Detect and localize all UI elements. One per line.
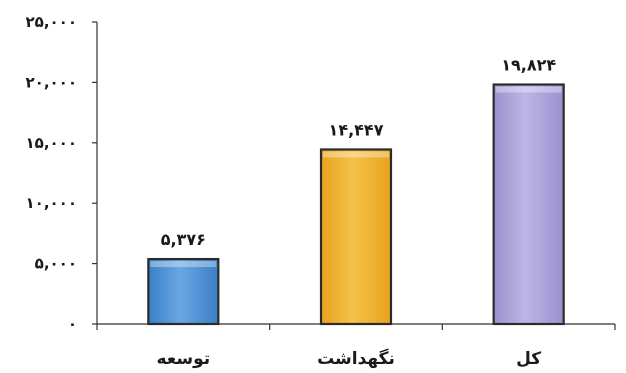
bar-highlight [150, 261, 217, 268]
y-tick-label: ۲۵,۰۰۰ [26, 13, 77, 31]
bar-value-label: ۵,۳۷۶ [161, 230, 206, 249]
category-label: کل [516, 349, 541, 369]
chart-bars [147, 83, 565, 326]
bar-value-label: ۱۹,۸۲۴ [501, 56, 556, 75]
bar-1 [147, 257, 220, 326]
y-axis-ticks: ۰ ۵,۰۰۰ ۱۰,۰۰۰ ۱۵,۰۰۰ ۲۰,۰۰۰ ۲۵,۰۰۰ [26, 13, 616, 333]
y-tick-label: ۵,۰۰۰ [35, 255, 77, 273]
bar-value-label: ۱۴,۴۴۷ [329, 120, 384, 139]
chart-labels: ۵,۳۷۶ توسعه ۱۴,۴۴۷ نگهداشت ۱۹,۸۲۴ کل [156, 56, 556, 369]
y-tick-label: ۱۵,۰۰۰ [26, 134, 77, 152]
bar-highlight [323, 151, 389, 158]
category-label: توسعه [156, 349, 210, 369]
y-tick-label: ۰ [68, 315, 77, 333]
category-label: نگهداشت [317, 348, 395, 369]
y-tick-label: ۱۰,۰۰۰ [26, 194, 77, 212]
bar-2 [319, 148, 393, 326]
bar-highlight [495, 86, 562, 93]
y-tick-label: ۲۰,۰۰۰ [26, 73, 77, 91]
bar-3 [492, 83, 565, 326]
